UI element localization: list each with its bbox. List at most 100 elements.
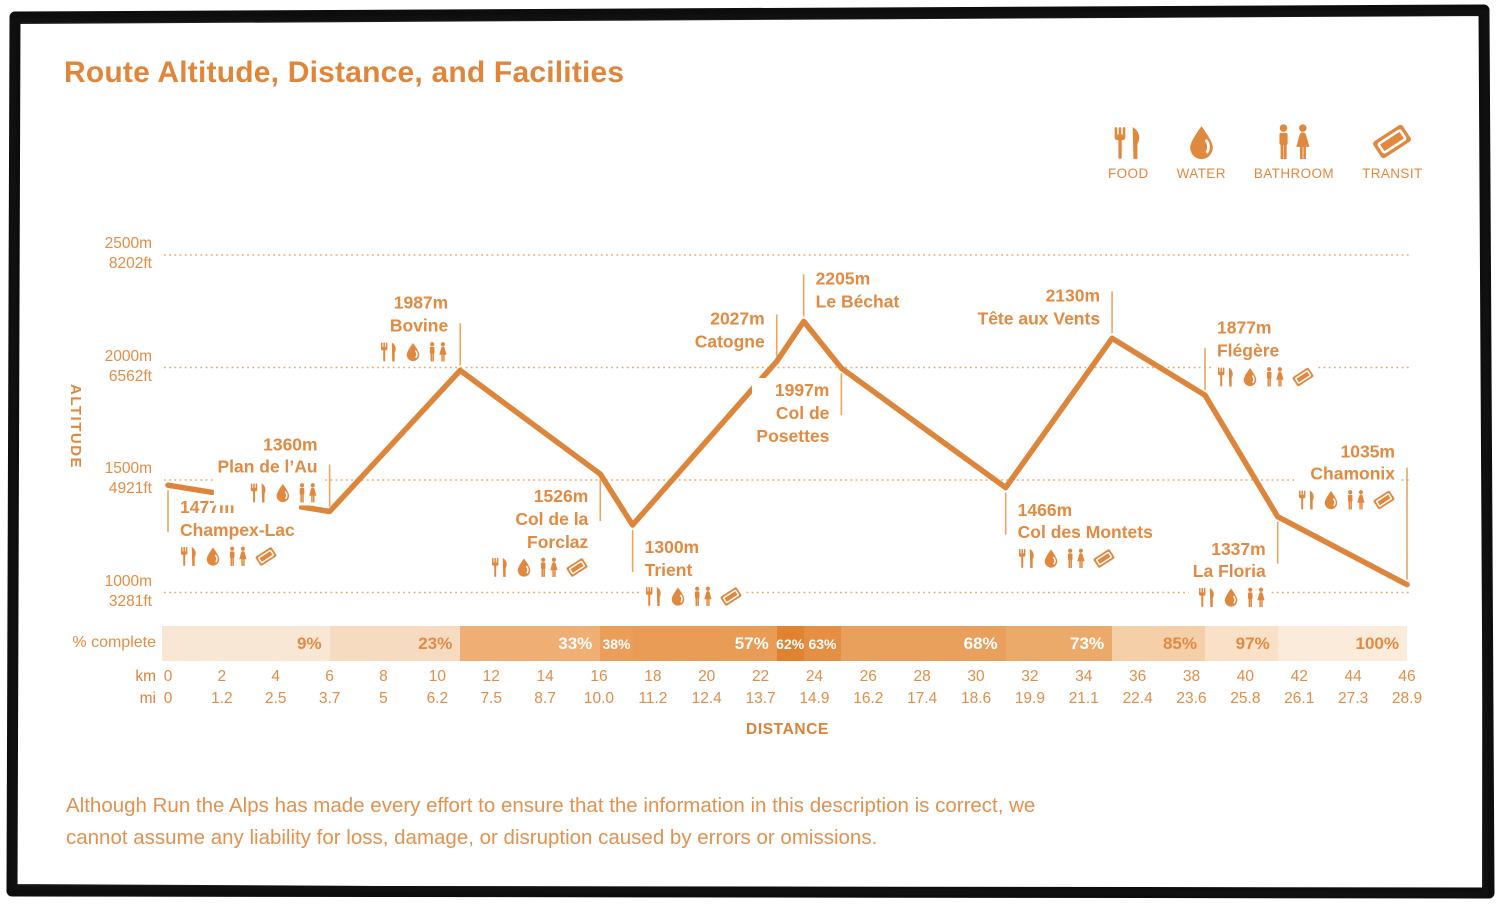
percent-segment-68: 68% xyxy=(841,626,1006,661)
altitude-tick-1000m: 1000m 3281ft xyxy=(104,572,152,610)
altitude-tick-2500m: 2500m 8202ft xyxy=(104,235,152,272)
percent-segment-33: 33% xyxy=(460,626,601,661)
bathroom-icon xyxy=(1246,587,1266,608)
waypoint-altitude: 2205m xyxy=(815,268,871,289)
legend-item-transit: TRANSIT xyxy=(1362,120,1423,181)
bathroom-icon xyxy=(428,341,448,362)
waypoint-champex-lac: 1477m Champex-Lac xyxy=(176,495,299,569)
percent-segment-38: 38% xyxy=(600,626,633,661)
percent-segment-label: 68% xyxy=(963,633,998,653)
water-icon xyxy=(405,341,421,362)
waypoint-col-des-montets: 1466m Col des Montets xyxy=(1013,497,1157,572)
percent-segment-label: 97% xyxy=(1235,633,1270,653)
waypoint-name: Col de la xyxy=(515,508,589,529)
food-icon xyxy=(1113,120,1143,160)
waypoint-altitude: 2027m xyxy=(710,308,765,329)
waypoint-name: Chamonix xyxy=(1310,463,1395,484)
transit-icon xyxy=(1292,366,1314,387)
food-icon xyxy=(380,341,398,362)
percent-segment-63: 63% xyxy=(803,626,842,661)
percent-segment-97: 97% xyxy=(1204,626,1278,661)
percent-segment-label: 23% xyxy=(418,633,453,653)
percent-segment-73: 73% xyxy=(1005,626,1113,661)
legend-label: TRANSIT xyxy=(1362,166,1423,181)
food-icon xyxy=(1217,366,1235,387)
water-icon xyxy=(1187,120,1216,160)
percent-segment-85: 85% xyxy=(1112,626,1205,661)
percent-segment-label: 38% xyxy=(602,635,631,652)
transit-icon xyxy=(566,557,588,578)
waypoint-facilities xyxy=(180,546,295,567)
bathroom-icon xyxy=(693,586,713,607)
water-icon xyxy=(1223,587,1239,608)
waypoint-altitude: 1877m xyxy=(1216,317,1272,338)
transit-icon xyxy=(1372,120,1412,160)
legend-item-water: WATER xyxy=(1177,120,1226,181)
transit-icon xyxy=(720,586,742,607)
waypoint-name: Forclaz xyxy=(527,531,589,552)
waypoint-altitude: 1526m xyxy=(533,486,589,507)
waypoint-facilities xyxy=(491,557,588,578)
percent-segment-62: 62% xyxy=(776,626,804,661)
bathroom-icon xyxy=(1265,366,1285,387)
legend-item-bathroom: BATHROOM xyxy=(1254,120,1334,181)
food-icon xyxy=(645,586,663,607)
percent-segment-label: 57% xyxy=(734,633,769,653)
legend-label: WATER xyxy=(1176,166,1226,181)
percent-segment-label: 63% xyxy=(808,635,837,652)
legend-label: BATHROOM xyxy=(1253,166,1335,181)
transit-icon xyxy=(1373,490,1395,511)
water-icon xyxy=(1242,366,1258,387)
waypoint-la-floria: 1337m La Floria xyxy=(1188,536,1270,611)
waypoint-bovine: 1987m Bovine xyxy=(376,290,453,365)
x-axis-title: DISTANCE xyxy=(746,721,829,738)
waypoint-name: La Floria xyxy=(1192,561,1266,582)
percent-segment-label: 85% xyxy=(1162,633,1197,653)
waypoint-plan-de-l-au: 1360m Plan de l’Au xyxy=(213,432,322,506)
waypoint-col-de-la-forclaz: 1526m Col de la Forclaz xyxy=(487,484,593,581)
percent-complete-label: % complete xyxy=(72,634,156,651)
waypoint-altitude: 1466m xyxy=(1017,499,1073,520)
waypoint-name: Plan de l’Au xyxy=(217,456,318,477)
mi-tick-28.9: 28.9 xyxy=(1391,690,1423,707)
waypoint-altitude: 1360m xyxy=(263,434,318,454)
waypoint-facilities xyxy=(1193,587,1266,608)
waypoint-name: Champex-Lac xyxy=(180,519,295,540)
disclaimer-text: Although Run the Alps has made every eff… xyxy=(66,794,1036,849)
waypoint-te-te-aux-vents: 2130m Tête aux Vents xyxy=(973,283,1105,333)
waypoint-facilities xyxy=(217,483,317,504)
waypoint-name: Le Béchat xyxy=(815,291,900,312)
waypoint-altitude: 1035m xyxy=(1340,441,1396,462)
waypoint-facilities xyxy=(1298,490,1395,511)
waypoint-name: Col des Montets xyxy=(1017,522,1153,543)
waypoint-name: Col de xyxy=(775,402,830,423)
altitude-tick-2000m: 2000m 6562ft xyxy=(104,347,152,385)
waypoint-facilities xyxy=(1018,548,1153,569)
altitude-tick-1500m: 1500m 4921ft xyxy=(104,460,152,497)
waypoint-altitude: 1337m xyxy=(1211,538,1266,559)
food-icon xyxy=(1298,490,1316,511)
transit-icon xyxy=(255,546,277,567)
waypoint-name: Trient xyxy=(644,559,693,580)
bathroom-icon xyxy=(298,483,318,504)
bathroom-icon xyxy=(1346,490,1366,511)
bathroom-icon xyxy=(1066,548,1086,569)
waypoint-fle-ge-re: 1877m Flégère xyxy=(1212,315,1318,390)
waypoint-name: Flégère xyxy=(1216,340,1280,361)
food-icon xyxy=(1198,587,1216,608)
waypoint-facilities xyxy=(645,586,742,607)
water-icon xyxy=(1323,490,1339,511)
legend-item-food: FOOD xyxy=(1108,120,1149,181)
percent-complete-bar: 9% 23% 33% 38% 57% 62% 63% 68% 73% 85% 97% 100% xyxy=(162,626,1408,661)
legend-label: FOOD xyxy=(1108,166,1149,181)
km-tick-46: 46 xyxy=(1398,668,1416,685)
percent-segment-label: 100% xyxy=(1355,633,1399,653)
percent-segment-100: 100% xyxy=(1277,626,1407,661)
waypoint-altitude: 1300m xyxy=(644,537,700,557)
percent-segment-label: 73% xyxy=(1070,633,1105,653)
water-icon xyxy=(516,557,532,578)
percent-segment-label: 33% xyxy=(558,633,593,653)
percent-segment-23: 23% xyxy=(329,626,461,661)
bathroom-icon xyxy=(1276,120,1312,160)
water-icon xyxy=(670,586,686,607)
